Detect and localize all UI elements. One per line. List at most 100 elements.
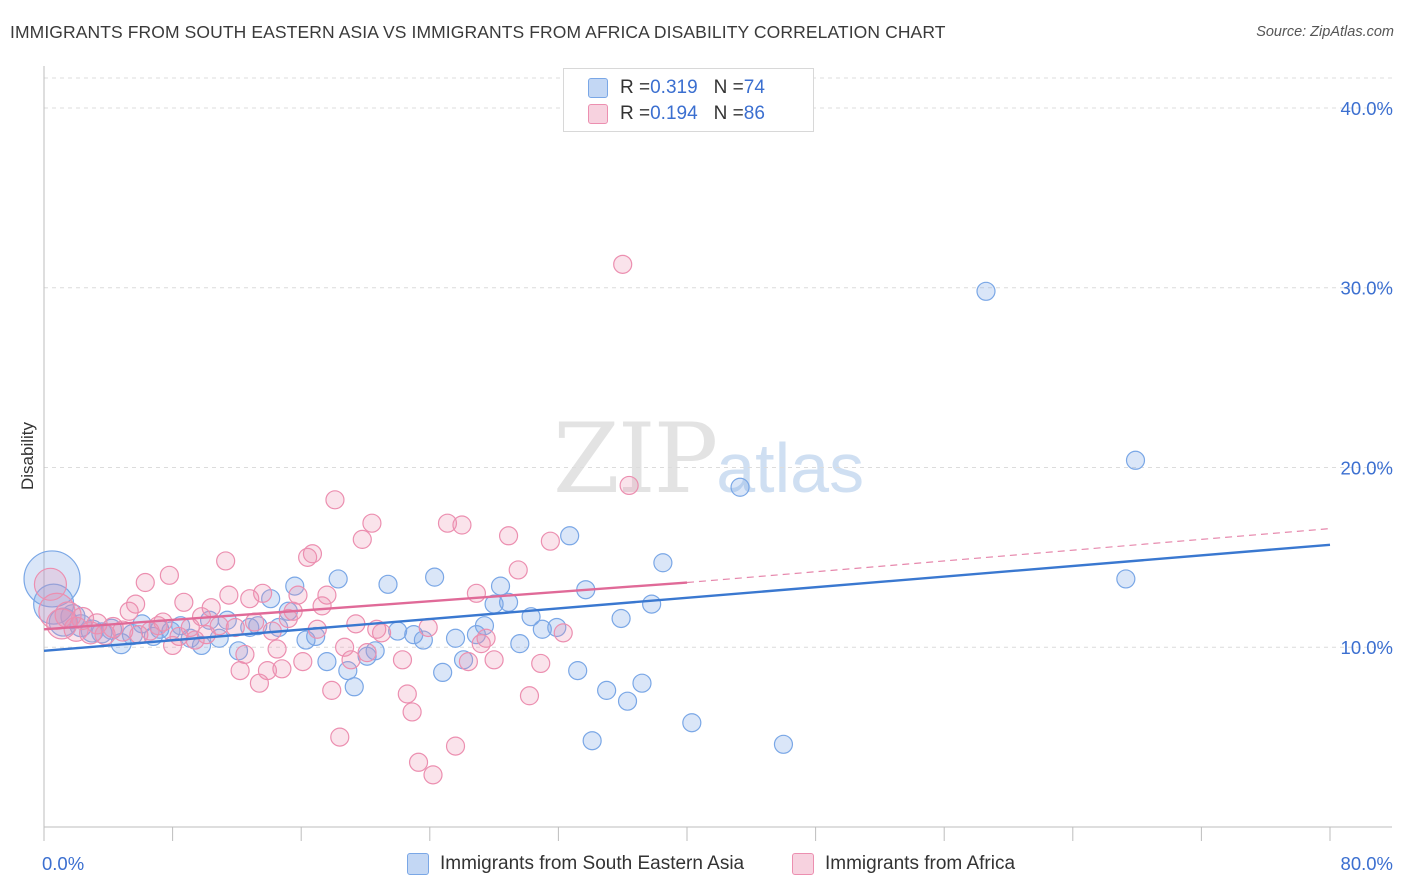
sea-point: [317, 652, 337, 672]
africa-point: [418, 617, 438, 638]
legend-n-value: 86: [743, 103, 765, 124]
sea-point: [568, 661, 588, 681]
x-tick-label: 0.0%: [42, 853, 84, 874]
africa-point: [484, 650, 504, 670]
africa-point: [159, 565, 179, 585]
bottom-legend-label-sea: Immigrants from South Eastern Asia: [440, 853, 745, 874]
africa-trend-line: [43, 581, 688, 631]
series-sea-points: [23, 281, 1146, 754]
africa-point: [498, 526, 519, 546]
sea-trend-line: [43, 543, 1331, 653]
legend-r-value: 0.194: [650, 103, 698, 124]
chart-title: IMMIGRANTS FROM SOUTH EASTERN ASIA VS IM…: [10, 22, 946, 42]
africa-point: [253, 583, 273, 603]
africa-point: [119, 601, 139, 621]
bottom-legend-sea: Immigrants from South Eastern Asia: [407, 852, 744, 876]
y-tick-label: 30.0%: [1341, 278, 1393, 299]
africa-point: [402, 702, 422, 722]
sea-point: [632, 673, 652, 693]
africa-point: [613, 254, 633, 274]
sea-point: [413, 630, 433, 650]
africa-point: [508, 560, 528, 580]
africa-point: [219, 585, 239, 605]
africa-point: [325, 490, 345, 510]
africa-point: [201, 598, 221, 618]
africa-point: [458, 652, 478, 672]
sea-point: [617, 691, 638, 711]
sea-point: [730, 477, 750, 497]
sea-point: [425, 567, 445, 587]
sea-point: [433, 662, 453, 683]
series-africa-points: [33, 254, 639, 785]
africa-point: [540, 531, 560, 551]
africa-point: [531, 653, 551, 674]
axes: [43, 66, 1392, 841]
africa-point: [293, 652, 313, 672]
bottom-legend-label-africa: Immigrants from Africa: [825, 853, 1016, 874]
africa-point: [519, 686, 540, 706]
legend-row-sea: R = 0.319 N = 74: [588, 76, 765, 100]
africa-point: [335, 637, 355, 657]
watermark: ZIPatlas: [553, 403, 864, 515]
africa-point: [33, 567, 68, 601]
sea-point: [23, 550, 81, 608]
africa-point: [476, 628, 496, 648]
africa-point: [272, 659, 292, 679]
sea-point: [1116, 569, 1136, 589]
africa-point: [423, 765, 443, 785]
y-axis-label: Disability: [18, 421, 37, 491]
y-tick-label: 40.0%: [1341, 98, 1393, 119]
sea-point: [773, 734, 794, 754]
sea-point: [378, 574, 398, 594]
watermark-atlas: atlas: [716, 429, 865, 507]
sea-point: [597, 680, 617, 700]
africa-point: [135, 572, 155, 593]
y-tick-label: 10.0%: [1341, 637, 1393, 658]
africa-point: [619, 475, 639, 496]
sea-point: [445, 628, 466, 648]
legend-swatch-sea: [588, 78, 608, 98]
legend-r-label: R =: [620, 77, 651, 98]
africa-point: [235, 644, 255, 665]
africa-point: [362, 513, 382, 533]
africa-point: [225, 617, 245, 638]
sea-point: [191, 635, 212, 656]
sea-point: [976, 281, 996, 301]
africa-point: [267, 639, 287, 659]
africa-point: [244, 612, 265, 632]
sea-point: [532, 619, 552, 639]
sea-point: [388, 621, 408, 641]
watermark-zip: ZIP: [553, 403, 718, 515]
africa-point: [302, 544, 323, 564]
africa-point: [553, 623, 573, 643]
tick-labels: 10.0% 20.0% 30.0% 40.0% 0.0% 80.0%: [42, 98, 1393, 874]
africa-point: [452, 515, 472, 535]
bottom-legend-swatch-sea: [407, 853, 429, 875]
sea-point: [365, 641, 385, 661]
africa-point: [352, 529, 372, 549]
africa-point: [392, 650, 413, 670]
sea-point: [682, 713, 702, 733]
sea-point: [248, 616, 268, 636]
africa-point: [70, 606, 95, 631]
sea-point: [338, 661, 358, 681]
correlation-legend: R = 0.319 N = 74 R = 0.194 N = 86: [563, 68, 814, 132]
sea-point: [490, 576, 511, 596]
legend-swatch-africa: [588, 104, 608, 124]
sea-point: [498, 592, 519, 612]
africa-point: [408, 752, 429, 772]
africa-point: [126, 594, 146, 614]
africa-point: [288, 585, 308, 605]
africa-point: [317, 585, 337, 605]
sea-point: [582, 731, 602, 751]
x-tick-label: 80.0%: [1341, 853, 1393, 874]
source-credit: Source: ZipAtlas.com: [1256, 24, 1394, 40]
africa-point: [257, 661, 278, 681]
legend-r-value: 0.319: [650, 77, 698, 98]
legend-n-label: N =: [713, 77, 744, 98]
africa-trend-extension: [686, 527, 1331, 584]
legend-r-label: R =: [620, 103, 651, 124]
data-points: [23, 254, 1146, 785]
legend-row-africa: R = 0.194 N = 86: [588, 102, 765, 126]
